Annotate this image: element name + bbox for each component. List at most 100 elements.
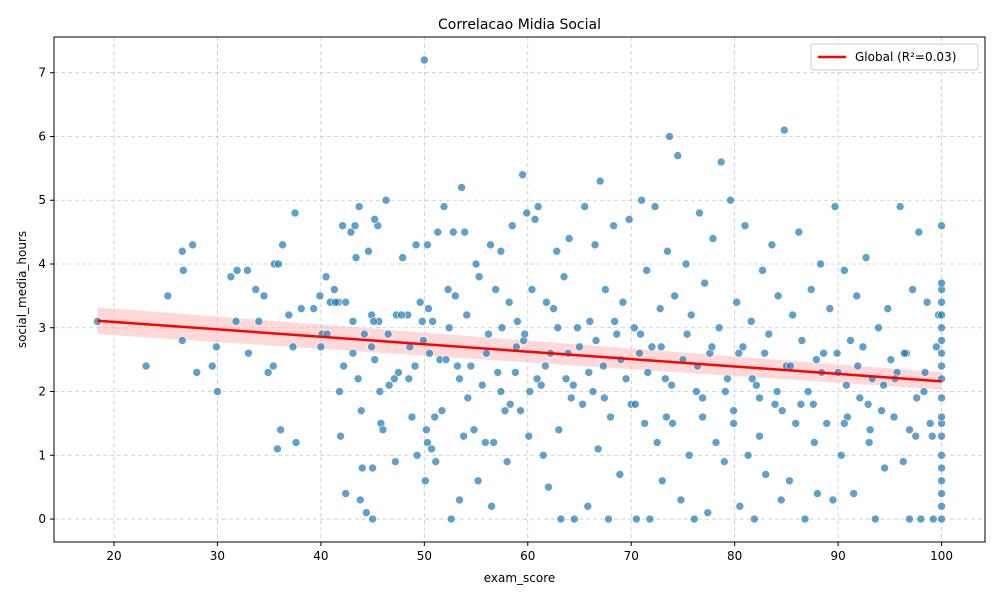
data-point [430, 412, 439, 422]
data-point [533, 202, 543, 211]
data-point [356, 406, 366, 415]
data-point [437, 406, 447, 415]
data-point [556, 514, 566, 524]
data-point [278, 240, 287, 250]
data-point [937, 221, 946, 231]
data-point [398, 253, 407, 262]
data-point [590, 240, 600, 250]
data-point [684, 450, 694, 460]
data-point [647, 342, 657, 352]
data-point [570, 514, 579, 524]
data-point [561, 374, 571, 384]
y-tick-label: 7 [38, 66, 46, 80]
data-point [905, 425, 914, 435]
y-tick-label: 2 [38, 385, 46, 399]
data-point [777, 406, 787, 415]
data-point [491, 285, 501, 294]
data-point [895, 202, 905, 211]
data-point [667, 380, 676, 390]
data-point [631, 399, 640, 409]
data-point [842, 380, 851, 390]
data-point [914, 227, 924, 237]
data-point [364, 246, 373, 256]
data-point [908, 285, 917, 294]
data-point [698, 393, 707, 403]
data-point [925, 419, 935, 428]
data-point [496, 246, 506, 256]
data-point [879, 380, 888, 390]
data-point [507, 221, 517, 231]
data-point [443, 285, 453, 294]
data-point [444, 323, 454, 333]
data-point [353, 374, 363, 384]
data-point [368, 514, 377, 524]
data-point [525, 387, 535, 396]
data-point [840, 419, 849, 428]
data-point [700, 278, 709, 288]
data-point [489, 438, 498, 447]
data-point [383, 329, 393, 339]
data-point [635, 348, 644, 358]
data-point [141, 361, 151, 371]
data-point [598, 361, 608, 371]
data-point [937, 310, 946, 320]
data-point [796, 399, 806, 409]
data-point [259, 291, 269, 301]
data-point [621, 374, 631, 384]
data-point [853, 361, 863, 371]
x-tick-label: 50 [417, 549, 432, 563]
data-point [883, 304, 893, 313]
data-point [213, 387, 222, 396]
data-point [486, 240, 495, 250]
data-point [362, 508, 371, 517]
data-point [721, 387, 730, 396]
data-point [663, 246, 672, 256]
data-point [761, 470, 770, 479]
data-point [937, 393, 946, 403]
data-point [518, 170, 527, 180]
data-point [516, 406, 525, 415]
data-point [747, 374, 757, 384]
data-point [446, 514, 456, 524]
data-point [179, 266, 188, 275]
data-point [806, 285, 816, 294]
data-point [433, 227, 443, 237]
data-point [552, 246, 562, 256]
data-points [93, 55, 946, 524]
data-point [425, 348, 434, 358]
data-point [500, 406, 510, 415]
data-point [291, 438, 301, 447]
data-point [729, 419, 738, 428]
data-point [791, 419, 800, 428]
data-point [846, 336, 855, 345]
data-point [735, 501, 745, 511]
data-point [682, 329, 692, 339]
data-point [911, 431, 920, 441]
data-point [698, 412, 707, 422]
data-point [231, 317, 241, 326]
data-point [357, 463, 367, 473]
data-point [770, 399, 780, 409]
data-point [338, 221, 347, 231]
data-point [708, 234, 718, 243]
data-point [776, 495, 786, 505]
data-point [920, 368, 930, 377]
data-point [424, 304, 433, 313]
data-point [549, 304, 558, 313]
data-point [767, 240, 777, 250]
data-point [874, 323, 883, 333]
x-axis-ticks: 20 30 40 50 60 70 80 90 100 [106, 542, 953, 563]
data-point [538, 450, 548, 460]
data-point [532, 374, 542, 384]
data-point [284, 310, 294, 320]
data-point [937, 412, 946, 422]
data-point [606, 412, 615, 422]
data-point [788, 310, 797, 320]
data-point [527, 285, 537, 294]
data-point [487, 501, 496, 511]
data-point [636, 329, 645, 339]
data-point [937, 323, 946, 333]
data-point [575, 342, 584, 352]
data-point [273, 444, 282, 454]
y-axis-label: social_media_hours [15, 231, 29, 348]
